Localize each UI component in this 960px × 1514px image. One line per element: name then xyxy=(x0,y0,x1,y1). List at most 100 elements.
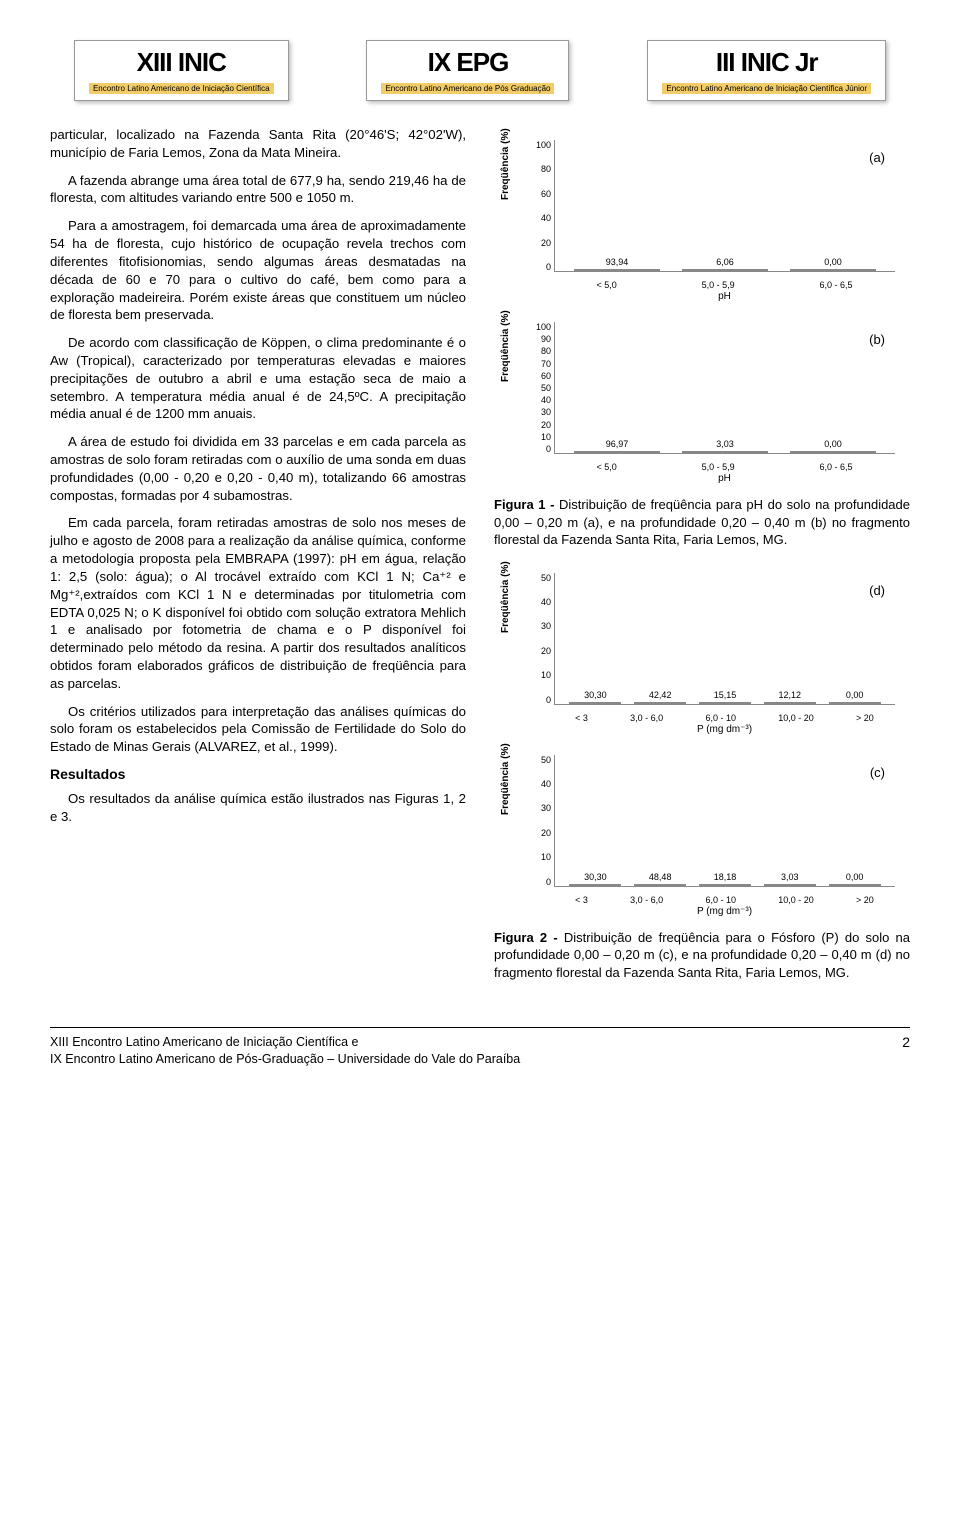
y-tick: 20 xyxy=(529,420,551,430)
y-tick: 20 xyxy=(529,238,551,248)
x-tick-label: 6,0 - 6,5 xyxy=(820,280,853,290)
footer-line-2: IX Encontro Latino Americano de Pós-Grad… xyxy=(50,1052,520,1066)
bar xyxy=(569,884,621,886)
footer-text: XIII Encontro Latino Americano de Inicia… xyxy=(50,1034,520,1067)
bar xyxy=(574,269,660,271)
plot-area: 30,30 48,48 18,18 3,03 0,00 xyxy=(554,755,895,887)
bar xyxy=(790,269,876,271)
caption-bold: Figura 1 - xyxy=(494,497,559,512)
logo-title: III INIC Jr xyxy=(662,47,871,78)
x-tick-label: 10,0 - 20 xyxy=(778,713,814,723)
bar-value-label: 30,30 xyxy=(584,872,607,882)
y-tick: 60 xyxy=(529,189,551,199)
logo-subtitle: Encontro Latino Americano de Iniciação C… xyxy=(89,83,274,94)
x-tick-label: < 3 xyxy=(575,895,588,905)
logo-epg: IX EPG Encontro Latino Americano de Pós … xyxy=(366,40,569,101)
y-tick: 0 xyxy=(529,262,551,272)
x-tick-label: > 20 xyxy=(856,895,874,905)
x-axis-label: P (mg dm⁻³) xyxy=(554,906,895,917)
y-tick: 30 xyxy=(529,407,551,417)
y-tick: 50 xyxy=(529,383,551,393)
chart-d: Freqüência (%)5040302010030,3042,4215,15… xyxy=(494,565,910,735)
figure-1-caption: Figura 1 - Distribuição de freqüência pa… xyxy=(494,496,910,549)
x-tick-label: 5,0 - 5,9 xyxy=(702,462,735,472)
y-axis-label: Freqüência (%) xyxy=(500,128,511,200)
bar-wrap: 30,30 xyxy=(569,872,621,886)
bar-value-label: 42,42 xyxy=(649,690,672,700)
x-labels: < 33,0 - 6,06,0 - 1010,0 - 20> 20 xyxy=(554,895,895,905)
bars: 30,30 48,48 18,18 3,03 0,00 xyxy=(555,755,895,886)
bar-value-label: 6,06 xyxy=(716,257,734,267)
y-ticks: 100806040200 xyxy=(529,140,551,272)
bar-wrap: 42,42 xyxy=(634,690,686,704)
x-tick-label: 6,0 - 10 xyxy=(705,713,736,723)
x-tick-label: 3,0 - 6,0 xyxy=(630,713,663,723)
x-tick-label: < 5,0 xyxy=(596,462,616,472)
bar-value-label: 18,18 xyxy=(714,872,737,882)
bar-wrap: 0,00 xyxy=(790,257,876,271)
bar xyxy=(634,702,686,704)
y-ticks: 50403020100 xyxy=(529,573,551,705)
bar-wrap: 0,00 xyxy=(829,690,881,704)
y-tick: 30 xyxy=(529,803,551,813)
bar xyxy=(574,451,660,453)
bar-value-label: 3,03 xyxy=(716,439,734,449)
panel-label: (b) xyxy=(869,332,885,347)
bar-value-label: 48,48 xyxy=(649,872,672,882)
bar-wrap: 15,15 xyxy=(699,690,751,704)
y-ticks: 1009080706050403020100 xyxy=(529,322,551,454)
bar-value-label: 0,00 xyxy=(824,257,842,267)
paragraph: A fazenda abrange uma área total de 677,… xyxy=(50,172,466,208)
bar-value-label: 0,00 xyxy=(846,690,864,700)
y-tick: 100 xyxy=(529,322,551,332)
bar-value-label: 12,12 xyxy=(779,690,802,700)
x-axis-label: pH xyxy=(554,291,895,302)
paragraph: particular, localizado na Fazenda Santa … xyxy=(50,126,466,162)
panel-label: (c) xyxy=(870,765,885,780)
y-tick: 30 xyxy=(529,621,551,631)
y-tick: 20 xyxy=(529,646,551,656)
x-tick-label: < 5,0 xyxy=(596,280,616,290)
paragraph: Em cada parcela, foram retiradas amostra… xyxy=(50,514,466,692)
x-axis-label: P (mg dm⁻³) xyxy=(554,724,895,735)
y-tick: 10 xyxy=(529,852,551,862)
bar xyxy=(764,884,816,886)
y-tick: 0 xyxy=(529,877,551,887)
bar-wrap: 0,00 xyxy=(829,872,881,886)
y-tick: 40 xyxy=(529,779,551,789)
x-axis-label: pH xyxy=(554,473,895,484)
results-heading: Resultados xyxy=(50,766,466,782)
chart-c: Freqüência (%)5040302010030,3048,4818,18… xyxy=(494,747,910,917)
y-tick: 60 xyxy=(529,371,551,381)
paragraph: A área de estudo foi dividida em 33 parc… xyxy=(50,433,466,504)
x-tick-label: 6,0 - 6,5 xyxy=(820,462,853,472)
bar-value-label: 3,03 xyxy=(781,872,799,882)
page-number: 2 xyxy=(902,1034,910,1067)
x-tick-label: 5,0 - 5,9 xyxy=(702,280,735,290)
logo-inic: XIII INIC Encontro Latino Americano de I… xyxy=(74,40,289,101)
y-tick: 50 xyxy=(529,573,551,583)
bar xyxy=(829,702,881,704)
logo-subtitle: Encontro Latino Americano de Pós Graduaç… xyxy=(381,83,554,94)
right-column: Freqüência (%)10080604020093,946,060,00(… xyxy=(494,126,910,997)
paragraph: De acordo com classificação de Köppen, o… xyxy=(50,334,466,423)
bar-value-label: 93,94 xyxy=(606,257,629,267)
bar-value-label: 30,30 xyxy=(584,690,607,700)
bar xyxy=(634,884,686,886)
chart-a: Freqüência (%)10080604020093,946,060,00(… xyxy=(494,132,910,302)
y-axis-label: Freqüência (%) xyxy=(500,310,511,382)
bar-wrap: 12,12 xyxy=(764,690,816,704)
y-tick: 40 xyxy=(529,395,551,405)
y-tick: 90 xyxy=(529,334,551,344)
bar-value-label: 0,00 xyxy=(846,872,864,882)
x-tick-label: 6,0 - 10 xyxy=(705,895,736,905)
plot-area: 30,30 42,42 15,15 12,12 0,00 xyxy=(554,573,895,705)
bar-wrap: 0,00 xyxy=(790,439,876,453)
bar xyxy=(829,884,881,886)
paragraph: Para a amostragem, foi demarcada uma áre… xyxy=(50,217,466,324)
y-tick: 80 xyxy=(529,164,551,174)
logo-inicjr: III INIC Jr Encontro Latino Americano de… xyxy=(647,40,886,101)
y-axis-label: Freqüência (%) xyxy=(500,561,511,633)
bars: 96,973,030,00 xyxy=(555,322,895,453)
x-labels: < 5,0 5,0 - 5,9 6,0 - 6,5 xyxy=(554,462,895,472)
